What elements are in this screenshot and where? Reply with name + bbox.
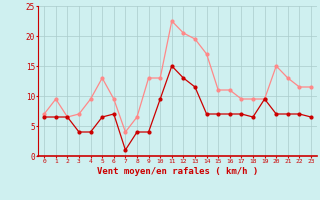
- X-axis label: Vent moyen/en rafales ( km/h ): Vent moyen/en rafales ( km/h ): [97, 167, 258, 176]
